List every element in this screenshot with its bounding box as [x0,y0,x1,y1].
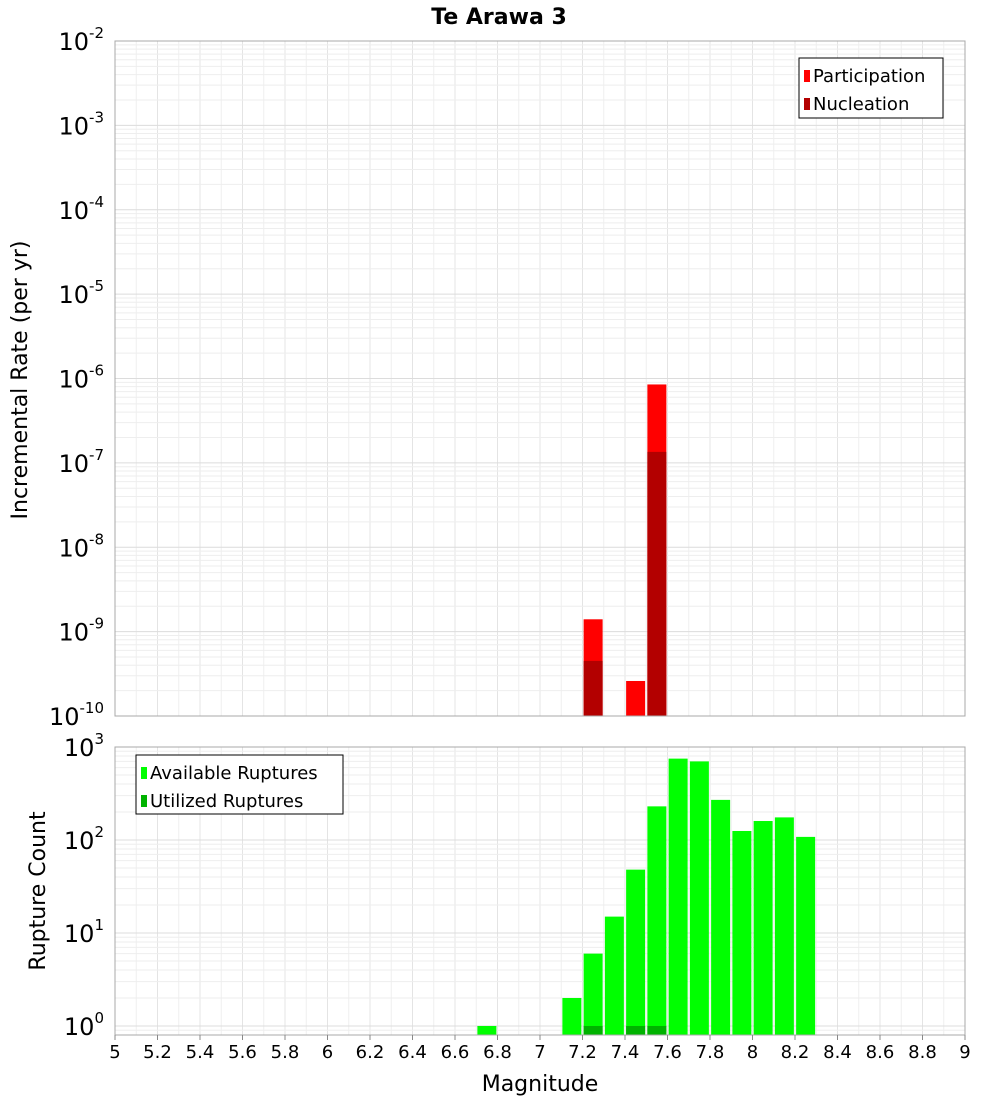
y-tick-label: 10-3 [58,108,104,140]
legend-box [798,57,944,119]
x-tick-label: 8.4 [823,1042,852,1063]
x-tick-label: 9 [959,1042,970,1063]
x-tick-label: 6 [322,1042,333,1063]
bar-utilized-ruptures [626,1025,646,1035]
y-tick-label: 10-6 [58,362,104,394]
bar-available-ruptures [477,1025,497,1035]
bar-available-ruptures [626,869,646,1035]
x-tick-label: 8.2 [781,1042,810,1063]
x-tick-label: 8.6 [866,1042,895,1063]
bar-available-ruptures [583,953,603,1035]
bottom-panel: 100 101 102 103 Available Ruptures Utilized R… [64,730,971,1063]
x-tick-label: 6.2 [356,1042,385,1063]
y-tick-label: 10-8 [58,530,104,562]
bar-available-ruptures [668,758,688,1035]
x-tick-label: 7.8 [696,1042,725,1063]
x-tick-label: 8.8 [908,1042,937,1063]
top-panel: 10-10 10-9 10-8 10-7 10-6 10-5 10-4 10-3 10-2 Par… [49,24,966,731]
x-tick-label: 5.4 [186,1042,215,1063]
x-tick-label: 8 [747,1042,758,1063]
bar-utilized-ruptures [647,1025,667,1035]
top-y-axis-label: Incremental Rate (per yr) [8,241,33,520]
x-tick-label: 6.4 [398,1042,427,1063]
x-tick-label: 6.6 [441,1042,470,1063]
legend-label: Utilized Ruptures [150,791,303,812]
x-axis-label: Magnitude [482,1072,599,1097]
bar-nucleation [647,451,667,716]
bar-participation [626,680,646,716]
x-tick-label: 5 [109,1042,120,1063]
bar-available-ruptures [774,817,794,1035]
y-tick-label: 101 [64,916,104,948]
plot-frame [114,40,966,717]
legend-label: Participation [813,66,925,87]
x-tick-label: 7.2 [568,1042,597,1063]
bar-available-ruptures [647,806,667,1035]
legend-label: Available Ruptures [150,763,318,784]
legend-swatch [141,767,147,779]
y-tick-label: 10-10 [49,699,104,731]
x-tick-label: 7.6 [653,1042,682,1063]
bar-available-ruptures [604,916,624,1035]
bar-utilized-ruptures [583,1025,603,1035]
bar-available-ruptures [689,761,709,1035]
legend-swatch [804,98,810,110]
legend-swatch [804,70,810,82]
bottom-y-axis-label: Rupture Count [26,811,51,971]
x-tick-label: 5.6 [228,1042,257,1063]
y-tick-label: 10-4 [58,193,104,225]
legend-swatch [141,795,147,807]
x-tick-label: 7 [534,1042,545,1063]
y-tick-label: 102 [64,823,104,855]
bar-available-ruptures [796,836,816,1035]
y-tick-label: 100 [64,1009,104,1041]
bar-available-ruptures [562,997,582,1035]
x-tick-label: 5.8 [271,1042,300,1063]
x-tick-label: 6.8 [483,1042,512,1063]
legend-label: Nucleation [813,94,909,115]
x-tick-label: 5.2 [143,1042,172,1063]
y-tick-label: 10-9 [58,615,104,647]
bar-nucleation [583,660,603,716]
y-tick-label: 10-2 [58,24,104,56]
y-tick-label: 103 [64,730,104,762]
bar-available-ruptures [711,799,731,1035]
legend-box [135,754,344,815]
y-tick-label: 10-7 [58,446,104,478]
x-tick-label: 7.4 [611,1042,640,1063]
chart-title: Te Arawa 3 [431,5,567,30]
bar-available-ruptures [753,821,773,1035]
bar-available-ruptures [732,830,752,1035]
y-tick-label: 10-5 [58,277,104,309]
